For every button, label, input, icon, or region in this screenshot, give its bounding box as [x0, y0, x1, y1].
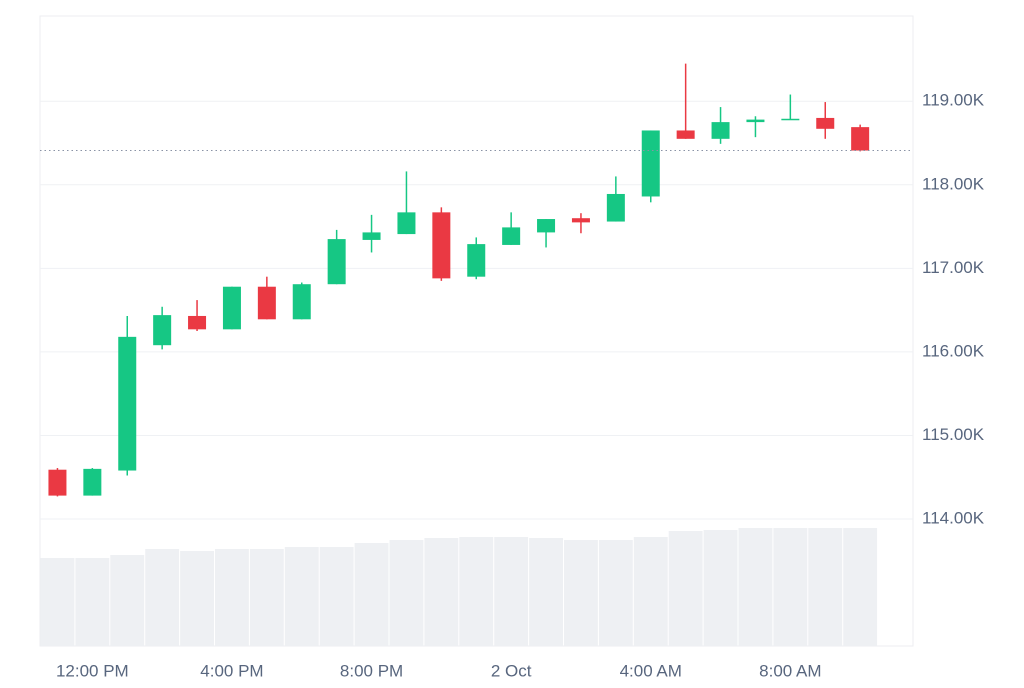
volume-bar: [668, 531, 703, 646]
candle-body: [362, 232, 381, 240]
volume-bar: [145, 549, 180, 646]
candle-body: [188, 315, 207, 330]
y-tick-label: 116.00K: [922, 341, 985, 360]
volume-bar: [773, 528, 808, 646]
y-tick-label: 118.00K: [922, 174, 985, 193]
volume-bar: [459, 537, 494, 646]
volume-bar: [389, 540, 424, 646]
volume-bar: [633, 537, 668, 646]
volume-bar: [319, 547, 354, 646]
candle-body: [502, 227, 521, 245]
candle-body: [571, 218, 590, 223]
volume-bar: [40, 558, 75, 646]
y-tick-label: 114.00K: [922, 508, 985, 527]
volume-bar: [808, 528, 843, 646]
candle-body: [83, 468, 102, 496]
x-tick-label: 12:00 PM: [56, 661, 129, 680]
volume-bar: [424, 538, 459, 646]
x-tick-label: 2 Oct: [491, 661, 532, 680]
candle-body: [257, 286, 276, 320]
candle-body: [711, 122, 730, 139]
candle-body: [537, 219, 556, 233]
candle-body: [746, 119, 765, 123]
x-tick-label: 8:00 PM: [340, 661, 403, 680]
y-tick-label: 115.00K: [922, 425, 985, 444]
candle-body: [222, 286, 241, 330]
volume-bar: [110, 555, 145, 646]
candle-body: [397, 212, 416, 235]
y-tick-label: 117.00K: [922, 258, 985, 277]
volume-bar: [529, 538, 563, 646]
candle-body: [781, 118, 800, 121]
candle-body: [292, 284, 311, 320]
volume-bar: [494, 537, 529, 646]
candle-body: [327, 239, 346, 285]
volume-bar: [703, 530, 738, 646]
volume-bar: [284, 547, 319, 646]
volume-bar: [843, 528, 878, 646]
candle-body: [118, 336, 137, 471]
volume-bar: [598, 540, 633, 646]
candle-body: [48, 469, 67, 496]
candle-body: [606, 193, 625, 222]
x-tick-label: 8:00 AM: [759, 661, 821, 680]
y-tick-label: 119.00K: [922, 91, 985, 110]
candle-body: [816, 117, 835, 129]
x-tick-label: 4:00 AM: [620, 661, 682, 680]
volume-bar: [564, 540, 598, 646]
candle-body: [851, 127, 870, 151]
volume-bar: [738, 528, 773, 646]
candle-body: [153, 315, 172, 346]
candle-body: [676, 130, 695, 139]
volume-bar: [75, 558, 110, 646]
candle-body: [467, 244, 486, 277]
volume-bar: [249, 549, 284, 646]
volume-bar: [215, 549, 249, 646]
volume-bar: [354, 543, 389, 646]
candle-body: [641, 130, 660, 197]
volume-bar: [180, 551, 214, 646]
x-tick-label: 4:00 PM: [200, 661, 263, 680]
candle-body: [432, 212, 451, 279]
